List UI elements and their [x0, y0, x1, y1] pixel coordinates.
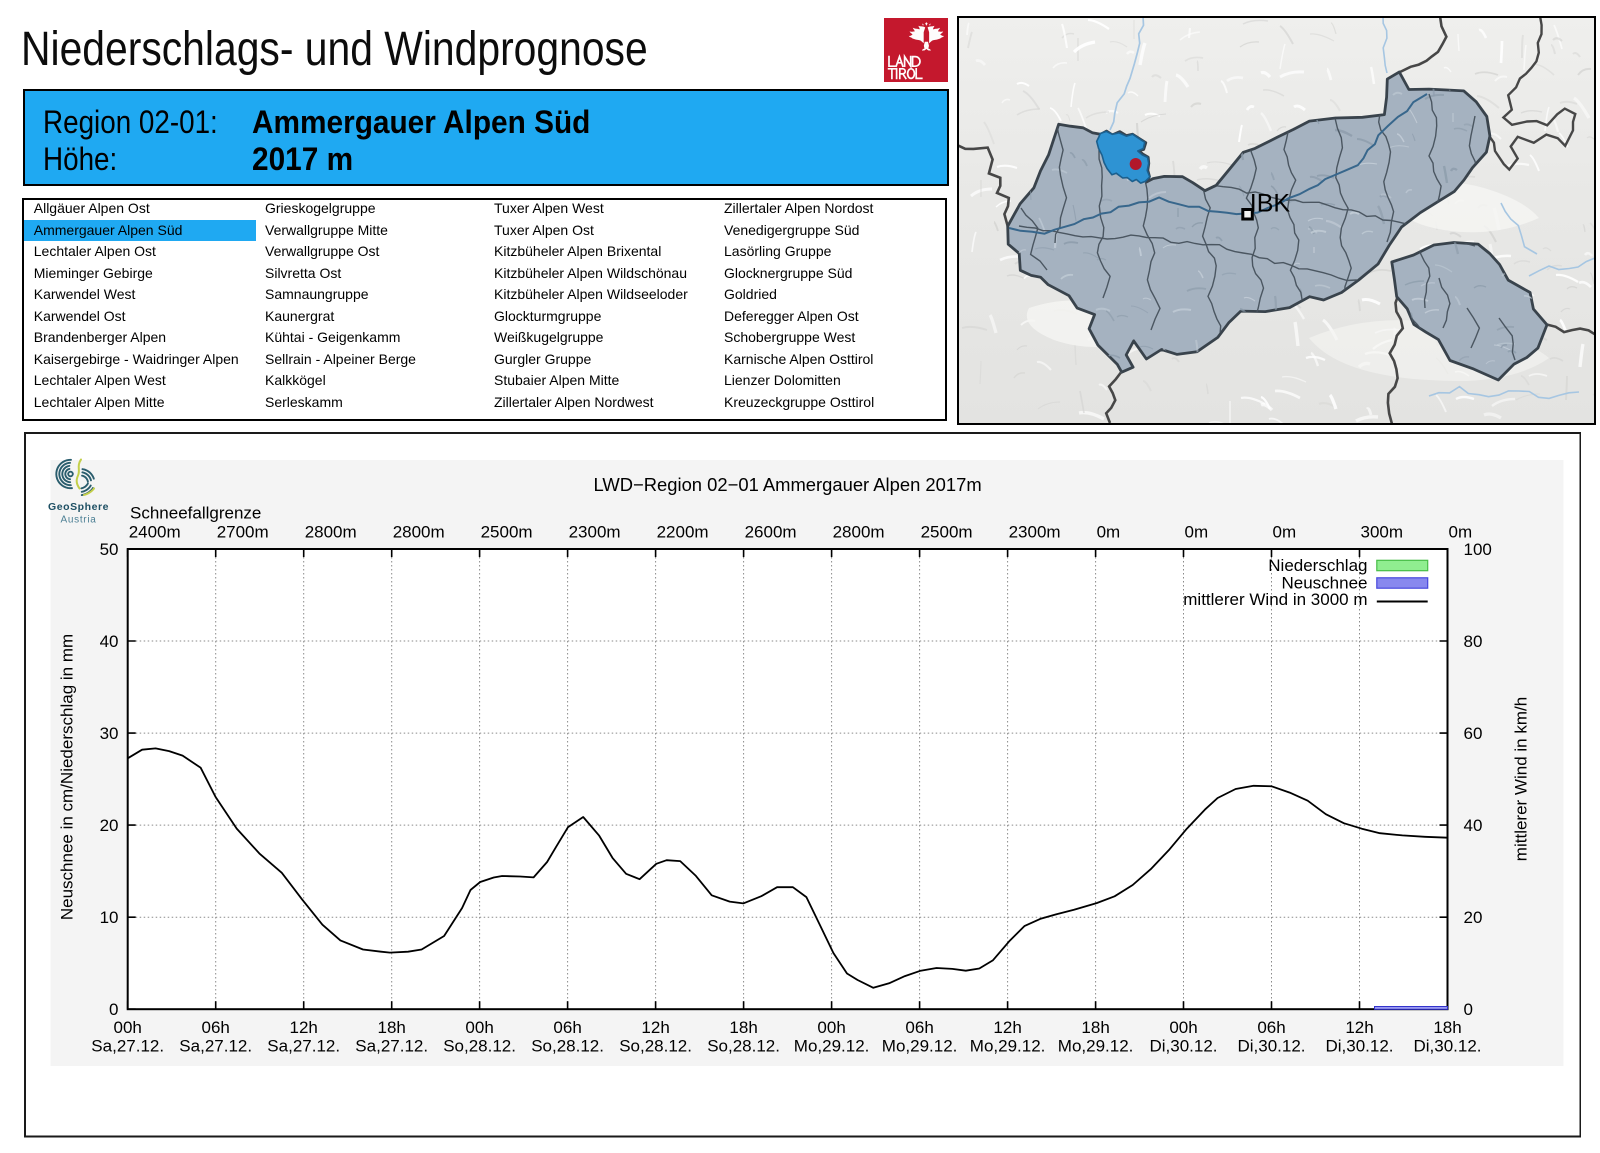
- svg-text:20: 20: [1463, 908, 1482, 927]
- svg-text:10: 10: [99, 908, 118, 927]
- svg-text:2800m: 2800m: [832, 523, 884, 542]
- svg-text:Di,30.12.: Di,30.12.: [1237, 1037, 1305, 1056]
- svg-text:60: 60: [1463, 724, 1482, 743]
- svg-text:2200m: 2200m: [656, 523, 708, 542]
- svg-text:00h: 00h: [817, 1018, 845, 1037]
- svg-text:LWD−Region 02−01 Ammergauer Al: LWD−Region 02−01 Ammergauer Alpen 2017m: [593, 474, 981, 495]
- svg-text:40: 40: [1463, 816, 1482, 835]
- svg-text:12h: 12h: [289, 1018, 317, 1037]
- svg-text:12h: 12h: [993, 1018, 1021, 1037]
- svg-text:mittlerer Wind in 3000 m: mittlerer Wind in 3000 m: [1183, 590, 1367, 609]
- svg-text:IBK: IBK: [1249, 189, 1290, 217]
- svg-text:100: 100: [1463, 540, 1491, 559]
- svg-text:50: 50: [99, 540, 118, 559]
- svg-text:Neuschnee in cm/Niederschlag i: Neuschnee in cm/Niederschlag in mm: [57, 634, 76, 920]
- svg-text:20: 20: [99, 816, 118, 835]
- svg-text:Niederschlag: Niederschlag: [1268, 556, 1367, 575]
- svg-text:Mo,29.12.: Mo,29.12.: [1057, 1037, 1133, 1056]
- svg-text:18h: 18h: [1433, 1018, 1461, 1037]
- svg-text:So,28.12.: So,28.12.: [443, 1037, 516, 1056]
- svg-text:00h: 00h: [465, 1018, 493, 1037]
- svg-text:So,28.12.: So,28.12.: [531, 1037, 604, 1056]
- svg-text:06h: 06h: [905, 1018, 933, 1037]
- svg-text:18h: 18h: [377, 1018, 405, 1037]
- svg-text:40: 40: [99, 632, 118, 651]
- svg-text:Sa,27.12.: Sa,27.12.: [355, 1037, 428, 1056]
- svg-text:80: 80: [1463, 632, 1482, 651]
- svg-text:300m: 300m: [1360, 523, 1403, 542]
- svg-text:Austria: Austria: [60, 515, 96, 526]
- svg-text:0: 0: [109, 1000, 118, 1019]
- svg-text:2500m: 2500m: [480, 523, 532, 542]
- svg-text:Sa,27.12.: Sa,27.12.: [267, 1037, 340, 1056]
- svg-text:Schneefallgrenze: Schneefallgrenze: [130, 504, 261, 523]
- svg-text:mittlerer Wind in km/h: mittlerer Wind in km/h: [1511, 697, 1530, 861]
- svg-text:2500m: 2500m: [920, 523, 972, 542]
- svg-text:2400m: 2400m: [128, 523, 180, 542]
- svg-text:GeoSphere: GeoSphere: [48, 501, 109, 513]
- svg-text:18h: 18h: [729, 1018, 757, 1037]
- svg-text:12h: 12h: [641, 1018, 669, 1037]
- svg-text:Sa,27.12.: Sa,27.12.: [179, 1037, 252, 1056]
- svg-text:Di,30.12.: Di,30.12.: [1325, 1037, 1393, 1056]
- svg-text:2600m: 2600m: [744, 523, 796, 542]
- svg-text:00h: 00h: [1169, 1018, 1197, 1037]
- svg-text:Di,30.12.: Di,30.12.: [1149, 1037, 1217, 1056]
- svg-text:So,28.12.: So,28.12.: [707, 1037, 780, 1056]
- svg-text:2700m: 2700m: [216, 523, 268, 542]
- svg-text:Neuschnee: Neuschnee: [1281, 574, 1367, 593]
- svg-text:Sa,27.12.: Sa,27.12.: [91, 1037, 164, 1056]
- svg-text:00h: 00h: [113, 1018, 141, 1037]
- svg-text:2800m: 2800m: [392, 523, 444, 542]
- svg-text:0m: 0m: [1448, 523, 1472, 542]
- svg-text:06h: 06h: [553, 1018, 581, 1037]
- svg-text:2300m: 2300m: [568, 523, 620, 542]
- svg-text:12h: 12h: [1345, 1018, 1373, 1037]
- svg-text:06h: 06h: [201, 1018, 229, 1037]
- svg-text:Di,30.12.: Di,30.12.: [1413, 1037, 1481, 1056]
- svg-text:0m: 0m: [1272, 523, 1296, 542]
- svg-text:0m: 0m: [1184, 523, 1208, 542]
- svg-text:2300m: 2300m: [1008, 523, 1060, 542]
- svg-text:0m: 0m: [1096, 523, 1120, 542]
- svg-text:Mo,29.12.: Mo,29.12.: [793, 1037, 869, 1056]
- svg-text:Mo,29.12.: Mo,29.12.: [881, 1037, 957, 1056]
- svg-text:06h: 06h: [1257, 1018, 1285, 1037]
- svg-text:18h: 18h: [1081, 1018, 1109, 1037]
- svg-text:Mo,29.12.: Mo,29.12.: [969, 1037, 1045, 1056]
- svg-text:So,28.12.: So,28.12.: [619, 1037, 692, 1056]
- svg-text:2800m: 2800m: [304, 523, 356, 542]
- svg-text:0: 0: [1463, 1000, 1472, 1019]
- svg-text:30: 30: [99, 724, 118, 743]
